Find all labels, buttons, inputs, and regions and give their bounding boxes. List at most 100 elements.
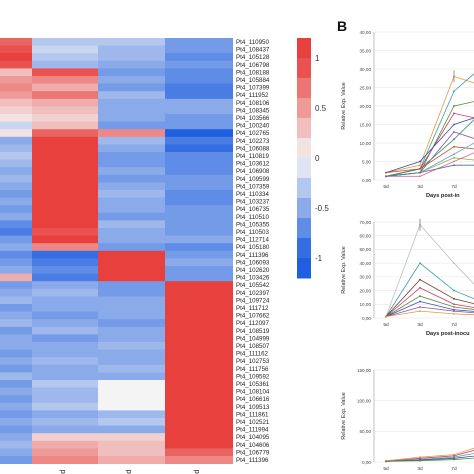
heatmap-cell [0,152,32,160]
heatmap-cell [98,258,165,267]
heatmap-cell [32,448,98,457]
y-axis-label: Relative Exp. Value [341,82,347,130]
heatmap-cell [165,395,233,404]
heatmap-cell [32,106,98,115]
y-tick: 10,00 [360,141,372,146]
heatmap-cell [32,250,98,259]
heatmap-cell [98,136,165,145]
heatmap-cell [32,174,98,183]
heatmap-cell [32,220,98,229]
heatmap-cell [165,258,233,267]
data-point [453,153,455,156]
heatmap-cell [0,334,32,343]
heatmap-cell [165,83,233,92]
row-label: Pt4_106908 [236,168,270,175]
data-point [453,105,455,107]
column-label: 7d [58,470,67,474]
data-point [419,286,421,289]
heatmap-cell [32,440,98,449]
heatmap-cell [98,129,165,138]
heatmap-cell [32,228,98,236]
heatmap-cell [0,190,32,198]
heatmap-cell [32,121,98,130]
data-point [419,295,421,297]
heatmap-cell [165,38,233,46]
data-point [453,312,455,315]
heatmap-cell [32,456,98,464]
row-label: Pt4_106798 [236,62,270,69]
heatmap-cell [32,311,98,320]
y-tick: 5,00 [362,159,371,164]
heatmap-cell [32,83,98,92]
heatmap-cell [165,121,233,130]
row-label: Pt4_105128 [236,54,270,61]
data-point [385,460,387,463]
heatmap-cell [98,83,165,92]
row-label: Pt4_108519 [236,328,270,335]
data-point [419,160,421,163]
legend-swatch [297,258,311,279]
heatmap-cell [32,114,98,122]
heatmap-cell [0,387,32,396]
data-point [385,315,387,318]
heatmap-cell [165,349,233,358]
heatmap-cell [98,402,165,411]
legend-swatch [297,78,311,99]
heatmap-cell [32,60,98,69]
row-label: Pt4_106779 [236,449,270,456]
x-tick: 5d [383,184,389,190]
column-label: 21d [192,470,201,474]
row-label: Pt4_107662 [236,313,270,320]
row-label: Pt4_111861 [236,411,269,418]
heatmap-cell [98,190,165,198]
row-label: Pt4_102765 [236,130,270,137]
data-point [419,262,421,265]
heatmap-cell [165,296,233,305]
heatmap-cell [0,182,32,191]
heatmap-cell [165,205,233,214]
legend-swatch [297,118,311,139]
heatmap-cell [32,425,98,434]
heatmap-cell [32,152,98,160]
heatmap-cell [165,220,233,229]
heatmap-cell [0,106,32,115]
row-label: Pt4_110819 [236,153,269,160]
legend-tick: -0.5 [315,204,329,213]
row-label: Pt4_105542 [236,282,270,289]
data-point [419,300,421,303]
data-point [453,297,455,300]
series-line [385,279,474,317]
heatmap-cell [0,456,32,464]
heatmap-cell [98,273,165,282]
heatmap-cell [98,364,165,373]
heatmap-cell [0,243,32,252]
data-point [419,459,421,462]
data-point [385,175,387,178]
y-tick: 30,00 [360,275,372,280]
heatmap-cell [165,304,233,312]
row-label: Pt4_102397 [236,290,270,297]
heatmap-cell [0,136,32,145]
heatmap-cell [32,53,98,62]
heatmap-cell [32,402,98,411]
heatmap-cell [98,68,165,77]
heatmap-cell [98,326,165,335]
heatmap-cell [165,190,233,198]
heatmap-cell [0,410,32,419]
y-tick: 30,00 [360,67,372,72]
heatmap-cell [32,395,98,404]
heatmap-cell [32,159,98,168]
legend-tick: 0 [315,154,320,163]
heatmap-cell [98,144,165,153]
heatmap-cell [0,433,32,442]
y-tick: 20,00 [360,104,372,109]
heatmap-cell [98,395,165,404]
heatmap-cell [98,380,165,388]
heatmap-cell [0,311,32,320]
heatmap-cell [32,129,98,138]
x-tick: 3d [417,322,423,328]
row-label: Pt4_111162 [236,351,269,358]
row-label: Pt4_105355 [236,221,270,228]
heatmap-cell [0,38,32,46]
heatmap-cell [165,440,233,449]
